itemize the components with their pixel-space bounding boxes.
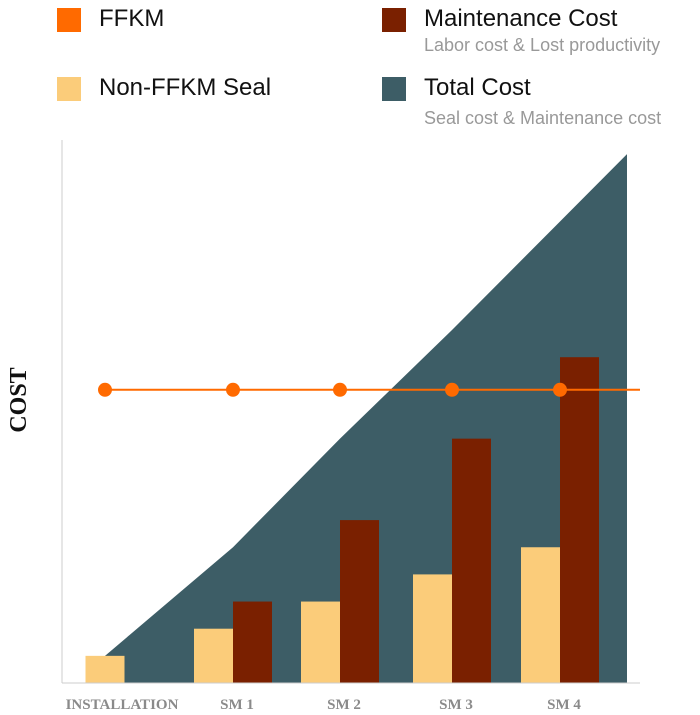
legend-swatch <box>57 8 81 32</box>
legend-label: FFKM <box>99 5 165 32</box>
non-ffkm-seal-bar <box>521 547 560 683</box>
ffkm-point <box>98 382 112 397</box>
legend-swatch <box>382 8 406 32</box>
non-ffkm-seal-bar <box>194 628 233 683</box>
x-tick-label: INSTALLATION <box>66 697 179 713</box>
legend-maintenance-cost: Maintenance Cost Labor cost & Lost produ… <box>382 4 660 56</box>
x-tick-label: SM 3 <box>439 697 473 713</box>
non-ffkm-seal-bar <box>85 655 125 683</box>
non-ffkm-seal-bar <box>413 574 452 683</box>
legend-sublabel: Seal cost & Maintenance cost <box>424 108 662 128</box>
maintenance-cost-bar <box>560 357 599 683</box>
maintenance-cost-bar <box>233 601 272 683</box>
legend-sublabel: Labor cost & Lost productivity <box>424 35 661 55</box>
legend-label: Non-FFKM Seal <box>99 74 272 101</box>
legend-non-ffkm-seal: Non-FFKM Seal <box>57 73 271 103</box>
y-axis-label: COST <box>6 367 32 432</box>
ffkm-point <box>445 382 459 397</box>
legend-ffkm: FFKM <box>57 4 164 34</box>
legend-swatch <box>57 77 81 101</box>
x-tick-label: SM 2 <box>327 697 361 713</box>
ffkm-point <box>226 382 240 397</box>
maintenance-cost-bar <box>452 438 491 683</box>
ffkm-point <box>553 382 567 397</box>
legend-label: Maintenance Cost <box>424 5 618 32</box>
ffkm-point <box>333 382 347 397</box>
maintenance-cost-bar <box>340 520 379 683</box>
non-ffkm-seal-bar <box>301 601 340 683</box>
total-cost-area <box>105 154 627 684</box>
legend-total-cost: Total Cost Seal cost & Maintenance cost <box>382 73 661 129</box>
legend-swatch <box>382 77 406 101</box>
x-tick-label: SM 4 <box>547 697 581 713</box>
legend-label: Total Cost <box>424 74 531 101</box>
x-tick-label: SM 1 <box>220 697 254 713</box>
